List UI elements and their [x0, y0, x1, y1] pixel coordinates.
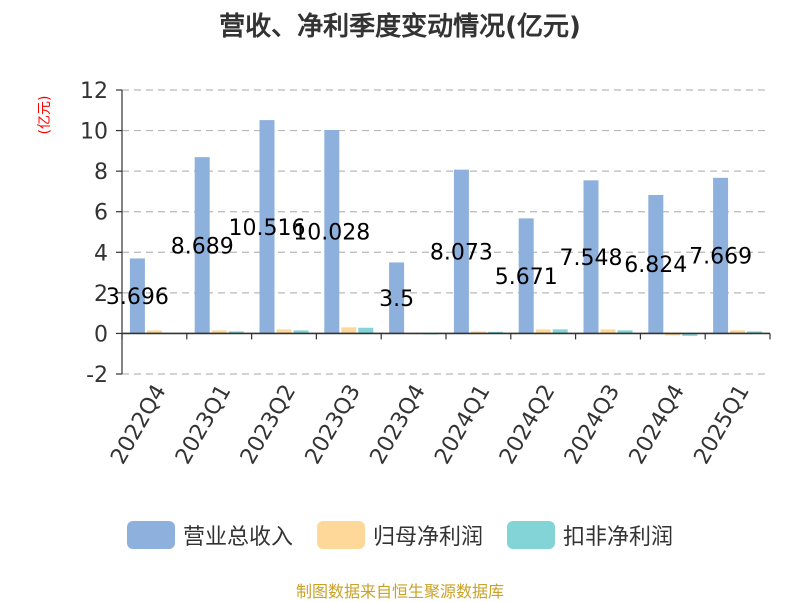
legend-label-net-profit: 归母净利润 [372, 525, 483, 550]
legend-swatch-net-profit [316, 521, 365, 549]
legend-item-revenue[interactable]: 营业总收入 [126, 519, 293, 551]
data-label: 6.824 [624, 253, 687, 278]
y-tick-label: 0 [94, 322, 108, 347]
legend-label-revenue: 营业总收入 [182, 525, 293, 550]
y-tick-label: 10 [80, 120, 108, 145]
bar [259, 120, 275, 334]
legend-swatch-revenue [126, 521, 175, 549]
data-label: 3.5 [379, 287, 414, 312]
data-label: 7.548 [560, 246, 623, 271]
legend: 营业总收入 归母净利润 扣非净利润 [0, 519, 800, 551]
data-label: 3.696 [106, 285, 169, 310]
x-tick-label: 2023Q1 [171, 381, 236, 469]
y-tick-label: 2 [94, 282, 108, 307]
bar [341, 327, 357, 334]
bar [146, 330, 162, 334]
legend-swatch-deducted-profit [507, 521, 555, 549]
bar [324, 130, 340, 334]
chart-title: 营收、净利季度变动情况(亿元) [219, 12, 581, 42]
y-tick-label: 4 [94, 241, 108, 266]
bar [730, 330, 746, 334]
data-label: 5.671 [495, 265, 558, 290]
bar [358, 327, 374, 334]
x-tick-label: 2024Q3 [560, 381, 625, 469]
bar [276, 329, 292, 334]
bar [713, 177, 729, 334]
y-tick-label: -2 [86, 363, 108, 388]
bar [228, 331, 244, 334]
legend-label-deducted-profit: 扣非净利润 [563, 525, 674, 550]
bar [487, 331, 503, 334]
x-tick-label: 2024Q2 [495, 381, 560, 469]
bar [389, 262, 405, 334]
x-tick-label: 2024Q1 [430, 381, 495, 469]
data-label: 8.073 [430, 241, 493, 266]
legend-item-net-profit[interactable]: 归母净利润 [316, 519, 483, 551]
x-tick-label: 2024Q4 [625, 381, 690, 469]
bar [617, 330, 633, 334]
bar [535, 329, 551, 334]
bar [682, 333, 698, 336]
bar [552, 329, 568, 334]
bar [129, 258, 145, 334]
x-tick-label: 2023Q4 [365, 380, 430, 468]
bar [518, 218, 534, 334]
bar [747, 331, 763, 334]
bar [583, 180, 599, 334]
bar [648, 194, 664, 334]
data-label: 10.028 [293, 221, 370, 246]
data-label: 10.516 [229, 216, 306, 241]
y-tick-label: 8 [94, 160, 108, 185]
data-label: 7.669 [689, 245, 752, 270]
bar [293, 330, 309, 334]
x-tick-label: 2025Q1 [689, 381, 754, 469]
bar [453, 169, 469, 334]
x-tick-label: 2022Q4 [106, 381, 171, 469]
bar [600, 329, 616, 334]
source-footer: 制图数据来自恒生聚源数据库 [295, 582, 504, 601]
x-tick-label: 2023Q3 [301, 381, 366, 469]
bar [665, 333, 681, 336]
y-tick-label: 6 [94, 201, 108, 226]
legend-item-deducted-profit[interactable]: 扣非净利润 [507, 519, 673, 551]
bar [470, 331, 486, 334]
data-label: 8.689 [171, 234, 234, 259]
bar [211, 330, 227, 334]
x-tick-label: 2023Q2 [236, 381, 301, 469]
bar [194, 157, 210, 334]
y-tick-label: 12 [80, 79, 108, 104]
